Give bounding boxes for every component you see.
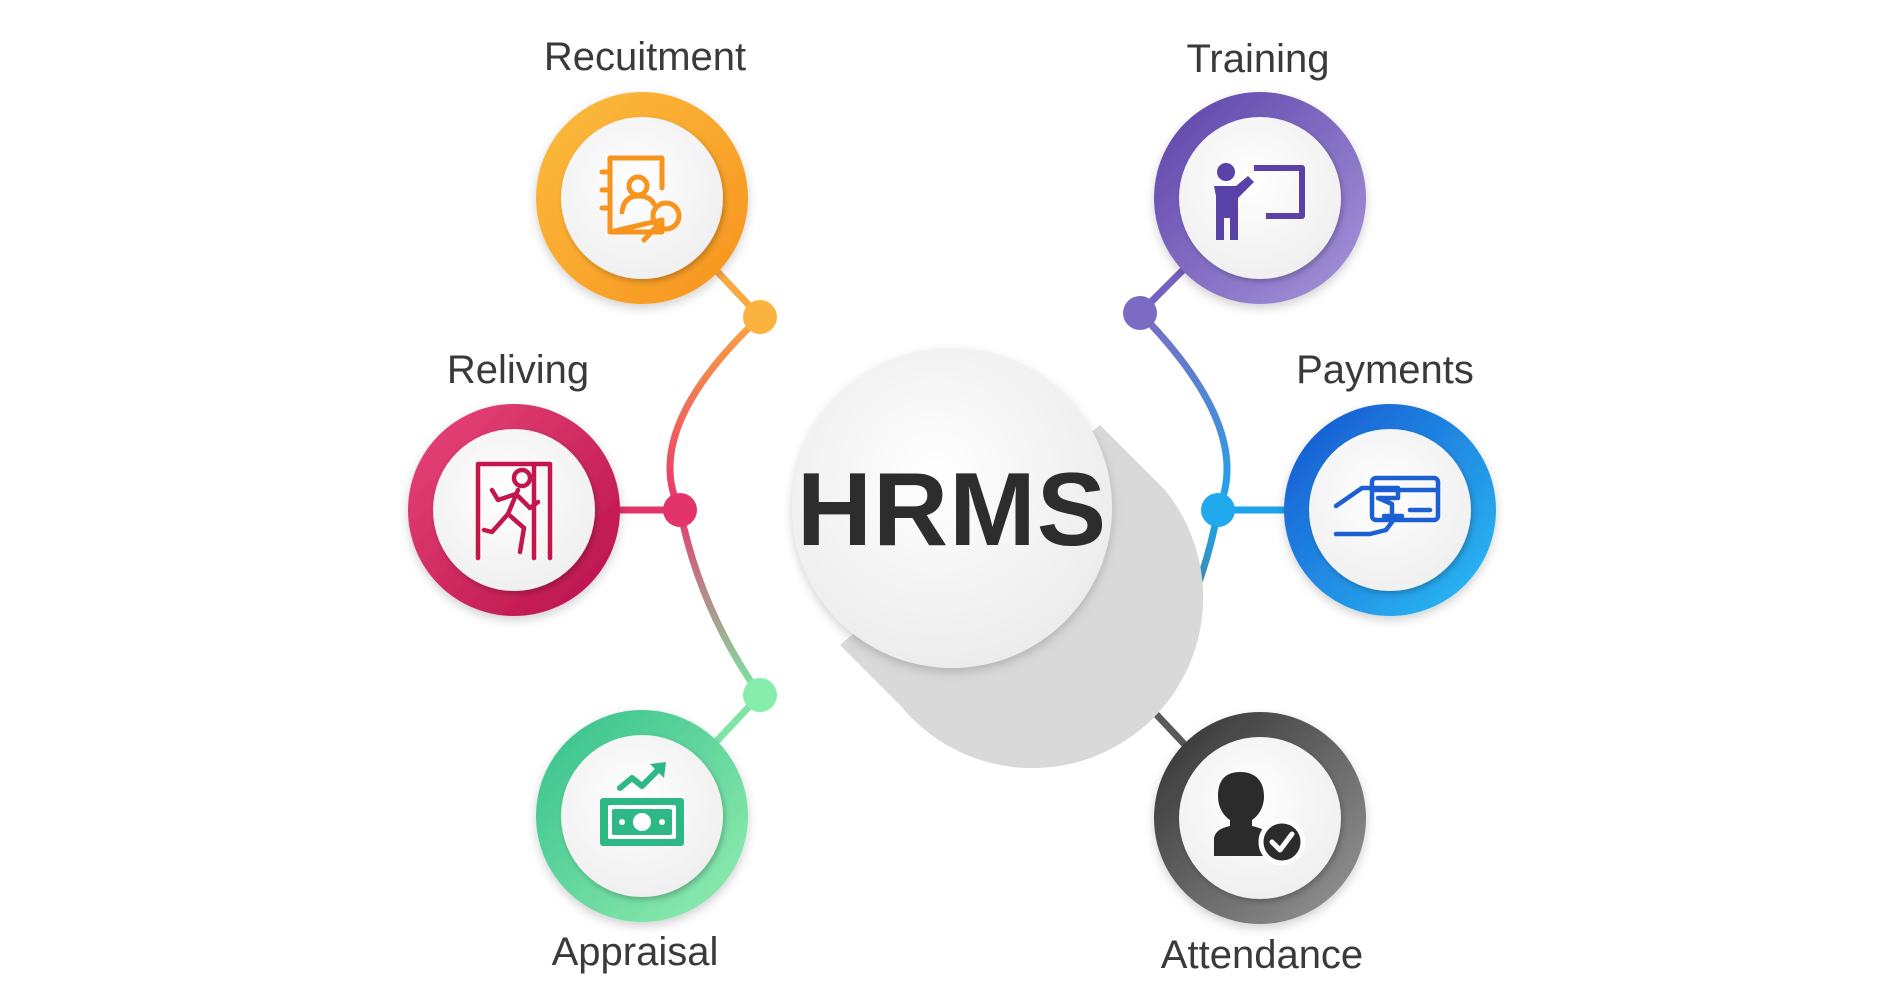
training-joint-dot: [1123, 296, 1157, 330]
center-hub-circle: [792, 348, 1112, 668]
exit-icon: [475, 461, 553, 561]
relieving-label: Reliving: [447, 348, 589, 392]
center-hub-label: HRMS: [797, 452, 1107, 568]
node-training[interactable]: Training: [1154, 37, 1366, 304]
training-board-icon: [1214, 163, 1305, 240]
center-hub: HRMS: [792, 348, 1204, 769]
node-recruitment[interactable]: Recuitment: [536, 35, 748, 304]
training-label: Training: [1186, 37, 1329, 81]
recruitment-label: Recuitment: [544, 35, 746, 79]
attendance-label: Attendance: [1161, 933, 1363, 977]
card-payment-icon: [1333, 475, 1441, 537]
recruitment-icon: [599, 155, 682, 243]
node-payments[interactable]: Payments: [1284, 348, 1496, 616]
appraisal-joint-dot: [743, 678, 777, 712]
payments-label: Payments: [1296, 348, 1474, 392]
relieving-joint-dot: [663, 493, 697, 527]
user-check-icon: [1214, 772, 1306, 866]
recruitment-joint-dot: [743, 300, 777, 334]
payments-joint-dot: [1201, 493, 1235, 527]
node-appraisal[interactable]: Appraisal: [536, 710, 748, 974]
node-relieving[interactable]: Reliving: [408, 348, 620, 616]
money-growth-icon: [600, 762, 684, 846]
node-attendance[interactable]: Attendance: [1154, 712, 1366, 977]
appraisal-label: Appraisal: [552, 930, 719, 974]
